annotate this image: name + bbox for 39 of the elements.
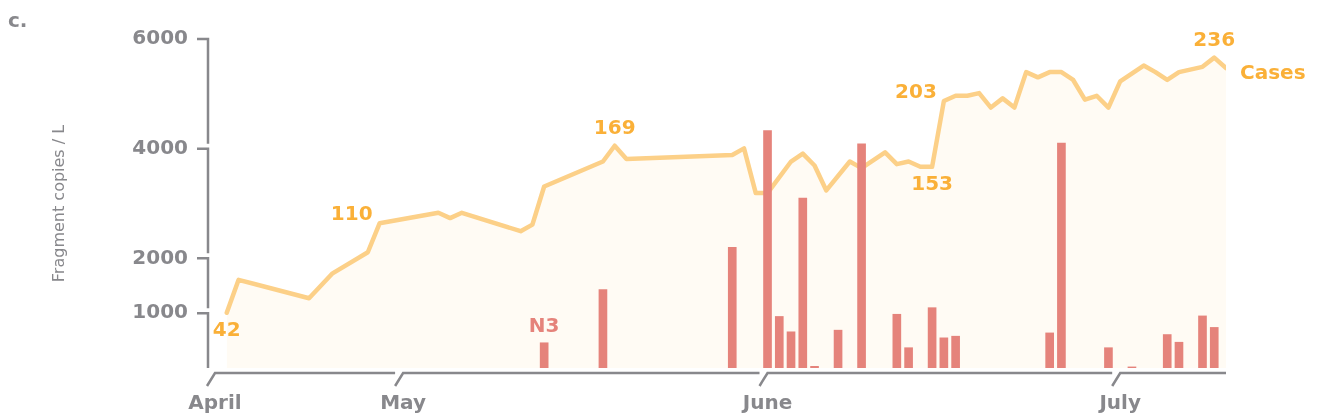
bar <box>1057 142 1066 368</box>
text: c. <box>8 8 28 32</box>
bar <box>774 316 784 368</box>
bar <box>927 307 937 368</box>
data-label: 169 <box>593 114 636 139</box>
data-label: 203 <box>895 79 937 104</box>
bar <box>763 130 772 368</box>
bar <box>786 331 796 368</box>
bar <box>598 289 608 368</box>
bar <box>1198 315 1207 368</box>
bar <box>939 337 949 368</box>
x-tick-label: April <box>188 390 242 415</box>
y-tick-label: 2000 <box>132 244 188 269</box>
bar <box>951 335 960 368</box>
data-label: 110 <box>330 201 373 226</box>
bar <box>833 329 843 368</box>
y-tick-label: 4000 <box>132 134 188 159</box>
bar <box>1045 332 1054 368</box>
x-tick-label: June <box>740 390 793 415</box>
bar <box>798 197 808 368</box>
y-tick-label: 6000 <box>132 25 188 50</box>
data-label: 236 <box>1193 26 1236 51</box>
bar <box>727 247 737 368</box>
x-tick-label: July <box>1097 390 1141 415</box>
bar <box>539 342 549 368</box>
bar <box>1162 334 1172 368</box>
y-axis-title: Fragment copies / L <box>48 124 68 283</box>
data-label: 153 <box>911 170 953 195</box>
series-label: N3 <box>528 312 560 337</box>
bar <box>1104 347 1113 368</box>
bar <box>857 143 866 368</box>
y-tick-label: 1000 <box>132 299 188 324</box>
bar <box>892 313 902 368</box>
bar <box>1174 341 1184 368</box>
data-label: 42 <box>212 316 241 341</box>
series-label: Cases <box>1240 60 1306 85</box>
bar <box>1209 327 1219 368</box>
x-tick-label: May <box>380 390 427 415</box>
bar <box>904 347 913 368</box>
